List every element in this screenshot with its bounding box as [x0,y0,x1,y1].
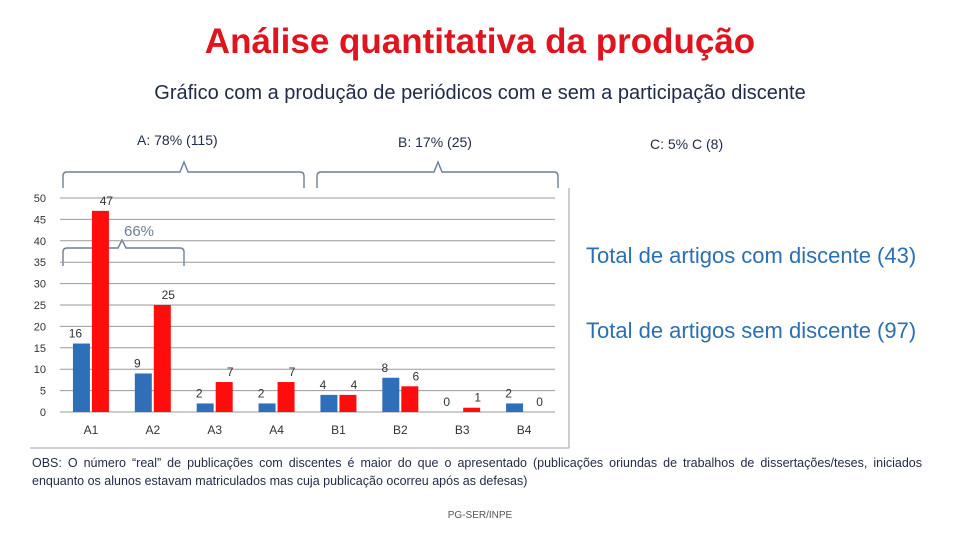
bar-b3-s2 [463,407,481,412]
annotation-66: 66% [124,223,154,240]
y-tick-label: 5 [40,386,46,398]
bar-b4-s1 [506,403,524,412]
y-tick-label: 30 [34,279,46,291]
bar-a4-s1 [258,403,276,412]
y-tick-label: 10 [34,364,46,376]
y-tick-label: 40 [34,236,46,248]
bar-a3-s1 [196,403,214,412]
bar-a3-s2 [215,382,233,412]
bar-b2-s1 [382,377,400,412]
data-label: 7 [227,365,234,379]
bar-b1-s1 [320,394,338,412]
bar-b1-s2 [339,394,357,412]
bar-a1-s2 [91,210,109,412]
group-label-c: C: 5% C (8) [650,136,724,152]
data-label: 16 [69,327,83,341]
x-tick-label: A1 [84,423,99,437]
group-label-b: B: 17% (25) [398,134,472,150]
group-label-a: A: 78% (115) [137,132,218,148]
data-label: 0 [443,395,450,409]
slide-title: Análise quantitativa da produção [204,22,756,61]
x-tick-label: B2 [393,423,408,437]
y-tick-label: 20 [34,321,46,333]
bar-b2-s2 [401,386,419,412]
x-tick-label: B1 [331,423,346,437]
brace-a [62,160,305,188]
data-label: 0 [536,395,543,409]
bar-a4-s2 [277,382,295,412]
y-tick-label: 25 [34,300,46,312]
bar-a2-s1 [134,373,152,412]
data-label: 9 [134,356,141,370]
data-label: 6 [412,369,419,383]
y-tick-label: 0 [40,407,46,419]
observation-note: OBS: O número “real” de publicações com … [32,456,922,489]
slide-subtitle: Gráfico com a produção de periódicos com… [154,82,806,104]
data-label: 4 [320,378,327,392]
y-tick-label: 45 [34,214,46,226]
x-tick-label: A2 [145,423,160,437]
data-label: 7 [289,365,296,379]
footer-credit: PG-SER/INPE [447,510,513,521]
data-label: 4 [351,378,358,392]
data-label: 2 [505,386,512,400]
data-label: 1 [474,391,481,405]
data-label: 47 [100,194,114,208]
data-label: 2 [258,386,265,400]
y-tick-label: 15 [34,343,46,355]
callout-without-student: Total de artigos sem discente (97) [586,318,917,343]
data-label: 25 [162,288,176,302]
y-tick-label: 50 [34,193,46,205]
x-tick-label: A3 [207,423,222,437]
x-tick-label: A4 [269,423,284,437]
brace-b [316,160,559,188]
y-tick-label: 35 [34,257,46,269]
data-label: 8 [381,361,388,375]
brace-66 [62,238,185,266]
x-tick-label: B3 [455,423,470,437]
bar-a2-s2 [153,305,171,412]
data-label: 2 [196,386,203,400]
x-tick-label: B4 [517,423,532,437]
callout-with-student: Total de artigos com discente (43) [586,243,917,268]
bar-a1-s1 [72,343,90,412]
